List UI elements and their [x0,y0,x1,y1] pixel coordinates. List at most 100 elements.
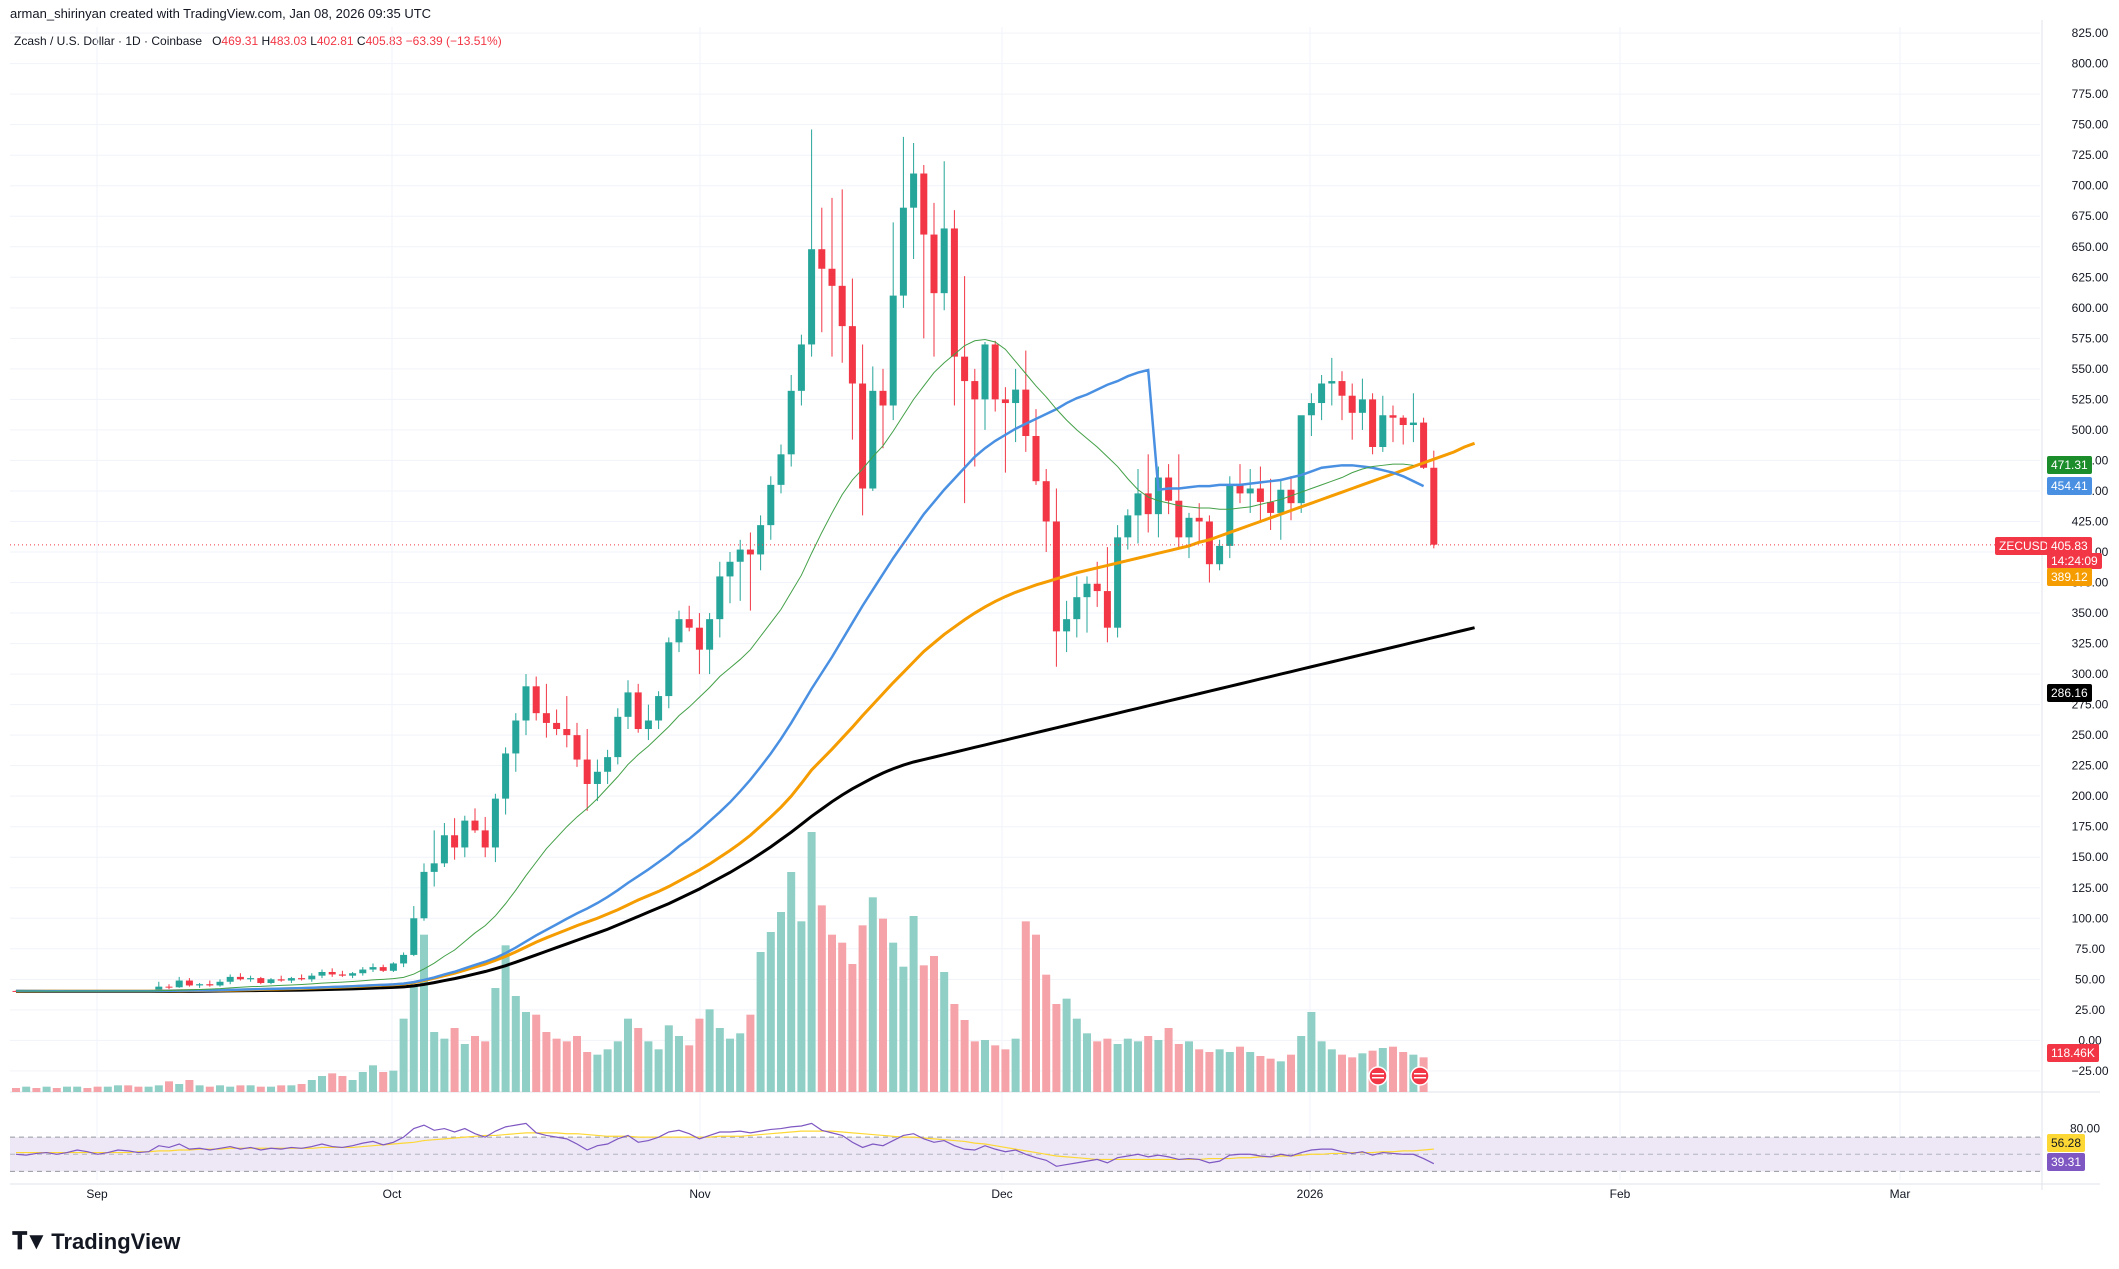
candle-body [614,716,622,758]
candle-body [328,972,336,975]
volume-bar [1205,1052,1214,1092]
volume-bar [552,1038,561,1092]
candle-body [1093,583,1101,592]
volume-bar [726,1038,734,1092]
us-flag-stripe [1372,1073,1384,1075]
candle-body [838,285,846,327]
candle-body [991,344,999,400]
candle-body [655,696,663,721]
candle-body [1338,381,1346,396]
candle-body [267,979,275,983]
candle-body [236,976,244,980]
volume-bar [664,1025,673,1092]
price-tick-label: 500.00 [2072,423,2109,437]
volume-bar [940,972,949,1092]
price-tick-label: 700.00 [2072,179,2109,193]
volume-bar [267,1086,275,1092]
volume-bar [369,1065,377,1092]
volume-bar [491,988,500,1092]
volume-bar [807,832,816,1092]
candle-body [1328,381,1336,384]
candle-body [461,820,469,848]
volume-bar [297,1084,306,1092]
candle-body [1124,515,1132,538]
candle-body [287,978,295,981]
volume-bar [399,1018,408,1092]
volume-bar [226,1086,235,1092]
price-tick-label: 525.00 [2072,392,2109,406]
last-price-tag: 405.83 [2047,537,2092,555]
volume-bar [42,1086,51,1092]
candle-body [522,686,530,721]
candle-body [604,757,612,772]
candle-body [695,627,703,650]
volume-bar [1113,1044,1122,1092]
candle-body [889,295,897,406]
time-tick-label: Sep [86,1187,108,1201]
volume-bar [154,1085,163,1092]
volume-bar [379,1072,388,1092]
volume-bar [114,1085,122,1092]
volume-bar [593,1054,602,1092]
price-tick-label: −25.00 [2071,1064,2108,1078]
volume-bar [1348,1057,1357,1092]
volume-bar [970,1041,979,1092]
volume-bar [277,1085,286,1092]
candle-body [757,525,765,555]
volume-bar [1307,1012,1316,1092]
volume-bar [1093,1041,1102,1092]
volume-bar [256,1086,265,1092]
volume-bar [1021,921,1030,1092]
volume-bar [124,1085,133,1092]
volume-bar [93,1086,102,1092]
us-flag-event-icon [1368,1066,1388,1086]
price-tick-label: 625.00 [2072,270,2109,284]
volume-bar [409,985,418,1092]
volume-bar [1123,1038,1132,1092]
volume-bar [1317,1041,1326,1092]
candle-body [848,326,856,384]
symbol-tag: ZECUSD [1995,537,2053,555]
volume-bar [471,1036,479,1092]
symbol-title[interactable]: Zcash / U.S. Dollar · 1D · Coinbase [14,34,203,48]
candle-body [1144,493,1152,515]
volume-bar [205,1086,214,1092]
candle-body [940,228,948,294]
candle-body [1226,484,1234,546]
volume-bar [654,1049,663,1092]
volume-bar [766,932,775,1092]
candle-body [247,978,255,980]
volume-bar [562,1041,571,1092]
candle-body [1307,403,1315,416]
candle-body [1216,545,1224,565]
candle-body [746,549,754,555]
price-tick-label: 650.00 [2072,240,2109,254]
volume-bar [389,1070,398,1092]
volume-bar [879,918,887,1092]
candle-body [1103,591,1111,628]
candle-body [950,228,958,357]
close-value: 405.83 [365,34,403,48]
volume-bar [960,1020,969,1092]
candle-body [1022,389,1030,437]
candle-body [1134,493,1142,516]
candle-body [542,713,550,723]
tradingview-brand[interactable]: 𝐓▼ TradingView [12,1228,180,1256]
candle-body [196,984,204,986]
volume-bar [165,1081,173,1092]
price-tick-label: 200.00 [2072,789,2109,803]
candle-body [1246,488,1254,494]
volume-bar [1042,974,1051,1092]
volume-bar [328,1073,337,1092]
candle-body [1399,417,1407,426]
volume-bar [216,1085,224,1092]
candle-body [573,735,581,760]
volume-bar [1225,1052,1234,1092]
candle-body [1267,501,1275,513]
candle-body [910,173,918,208]
volume-bar [1154,1040,1163,1092]
candle-body [563,729,571,736]
volume-bar [1062,998,1071,1092]
candle-body [226,976,234,982]
